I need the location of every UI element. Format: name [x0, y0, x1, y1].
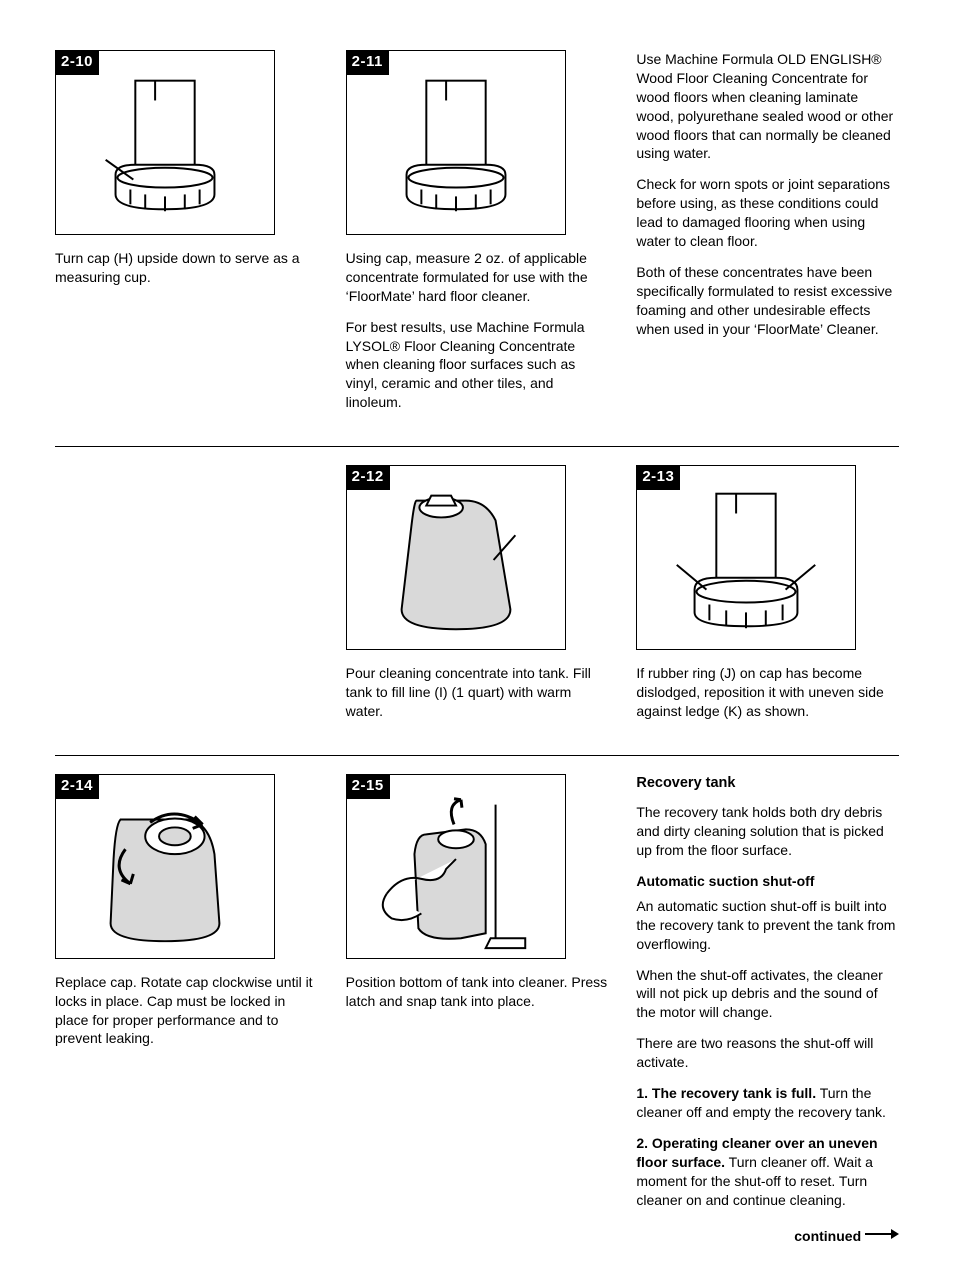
col-2b: 2-12 Pour cleaning concentrate into tank… — [346, 465, 609, 733]
figure-2-12: 2-12 — [346, 465, 566, 650]
col-3c: Recovery tank The recovery tank holds bo… — [636, 774, 899, 1246]
figure-label: 2-13 — [636, 465, 680, 490]
figure-label: 2-12 — [346, 465, 390, 490]
tank-icon — [347, 466, 565, 649]
recovery-heading: Recovery tank — [636, 774, 899, 794]
reason-1: 1. The recovery tank is full. Turn the c… — [636, 1084, 899, 1122]
right-para-a: Use Machine Formula OLD ENGLISH® Wood Fl… — [636, 50, 899, 163]
figure-2-15: 2-15 — [346, 774, 566, 959]
shutoff-p3: There are two reasons the shut-off will … — [636, 1034, 899, 1072]
cap-icon — [347, 51, 565, 234]
figure-label: 2-11 — [346, 50, 389, 75]
col-2c: 2-13 If rubber ring (J) on cap has bec — [636, 465, 899, 733]
continued-text: continued — [794, 1228, 865, 1244]
col-1c: Use Machine Formula OLD ENGLISH® Wood Fl… — [636, 50, 899, 424]
cap-icon — [56, 51, 274, 234]
col-2a-empty — [55, 465, 318, 733]
caption-2-15: Position bottom of tank into cleaner. Pr… — [346, 973, 609, 1011]
right-para-c: Both of these concentrates have been spe… — [636, 263, 899, 339]
shutoff-p2: When the shut-off activates, the cleaner… — [636, 966, 899, 1023]
row-2: 2-12 Pour cleaning concentrate into tank… — [55, 465, 899, 733]
caption-2-10: Turn cap (H) upside down to serve as a m… — [55, 249, 318, 287]
recovery-p1: The recovery tank holds both dry debris … — [636, 803, 899, 860]
figure-2-10: 2-10 — [55, 50, 275, 235]
reason-1-bold: 1. The recovery tank is full. — [636, 1085, 816, 1101]
caption-2-13: If rubber ring (J) on cap has become dis… — [636, 664, 899, 721]
right-para-b: Check for worn spots or joint separation… — [636, 175, 899, 251]
divider-1 — [55, 446, 899, 447]
row-3: 2-14 Replace cap. Rotate cap clockwise u… — [55, 774, 899, 1246]
divider-2 — [55, 755, 899, 756]
figure-label: 2-15 — [346, 774, 390, 799]
continued-indicator: continued — [636, 1227, 899, 1246]
shutoff-heading: Automatic suction shut-off — [636, 872, 899, 891]
caption-2-14: Replace cap. Rotate cap clockwise until … — [55, 973, 318, 1049]
reason-2: 2. Operating cleaner over an uneven floo… — [636, 1134, 899, 1210]
col-3b: 2-15 Position bottom of tank into cleane… — [346, 774, 609, 1246]
col-1a: 2-10 Turn cap (H) upside down to serve a… — [55, 50, 318, 424]
row-1: 2-10 Turn cap (H) upside down to serve a… — [55, 50, 899, 424]
rotate-cap-icon — [56, 775, 274, 958]
insert-tank-icon — [347, 775, 565, 958]
figure-label: 2-10 — [55, 50, 99, 75]
caption-2-11b: For best results, use Machine Formula LY… — [346, 318, 609, 412]
caption-2-11a: Using cap, measure 2 oz. of applicable c… — [346, 249, 609, 306]
figure-label: 2-14 — [55, 774, 99, 799]
caption-2-12: Pour cleaning concentrate into tank. Fil… — [346, 664, 609, 721]
shutoff-p1: An automatic suction shut-off is built i… — [636, 897, 899, 954]
col-3a: 2-14 Replace cap. Rotate cap clockwise u… — [55, 774, 318, 1246]
figure-2-14: 2-14 — [55, 774, 275, 959]
arrow-right-icon — [865, 1227, 899, 1241]
cap-ring-icon — [637, 466, 855, 649]
col-1b: 2-11 Using cap, measure 2 oz. of applica… — [346, 50, 609, 424]
figure-2-11: 2-11 — [346, 50, 566, 235]
figure-2-13: 2-13 — [636, 465, 856, 650]
